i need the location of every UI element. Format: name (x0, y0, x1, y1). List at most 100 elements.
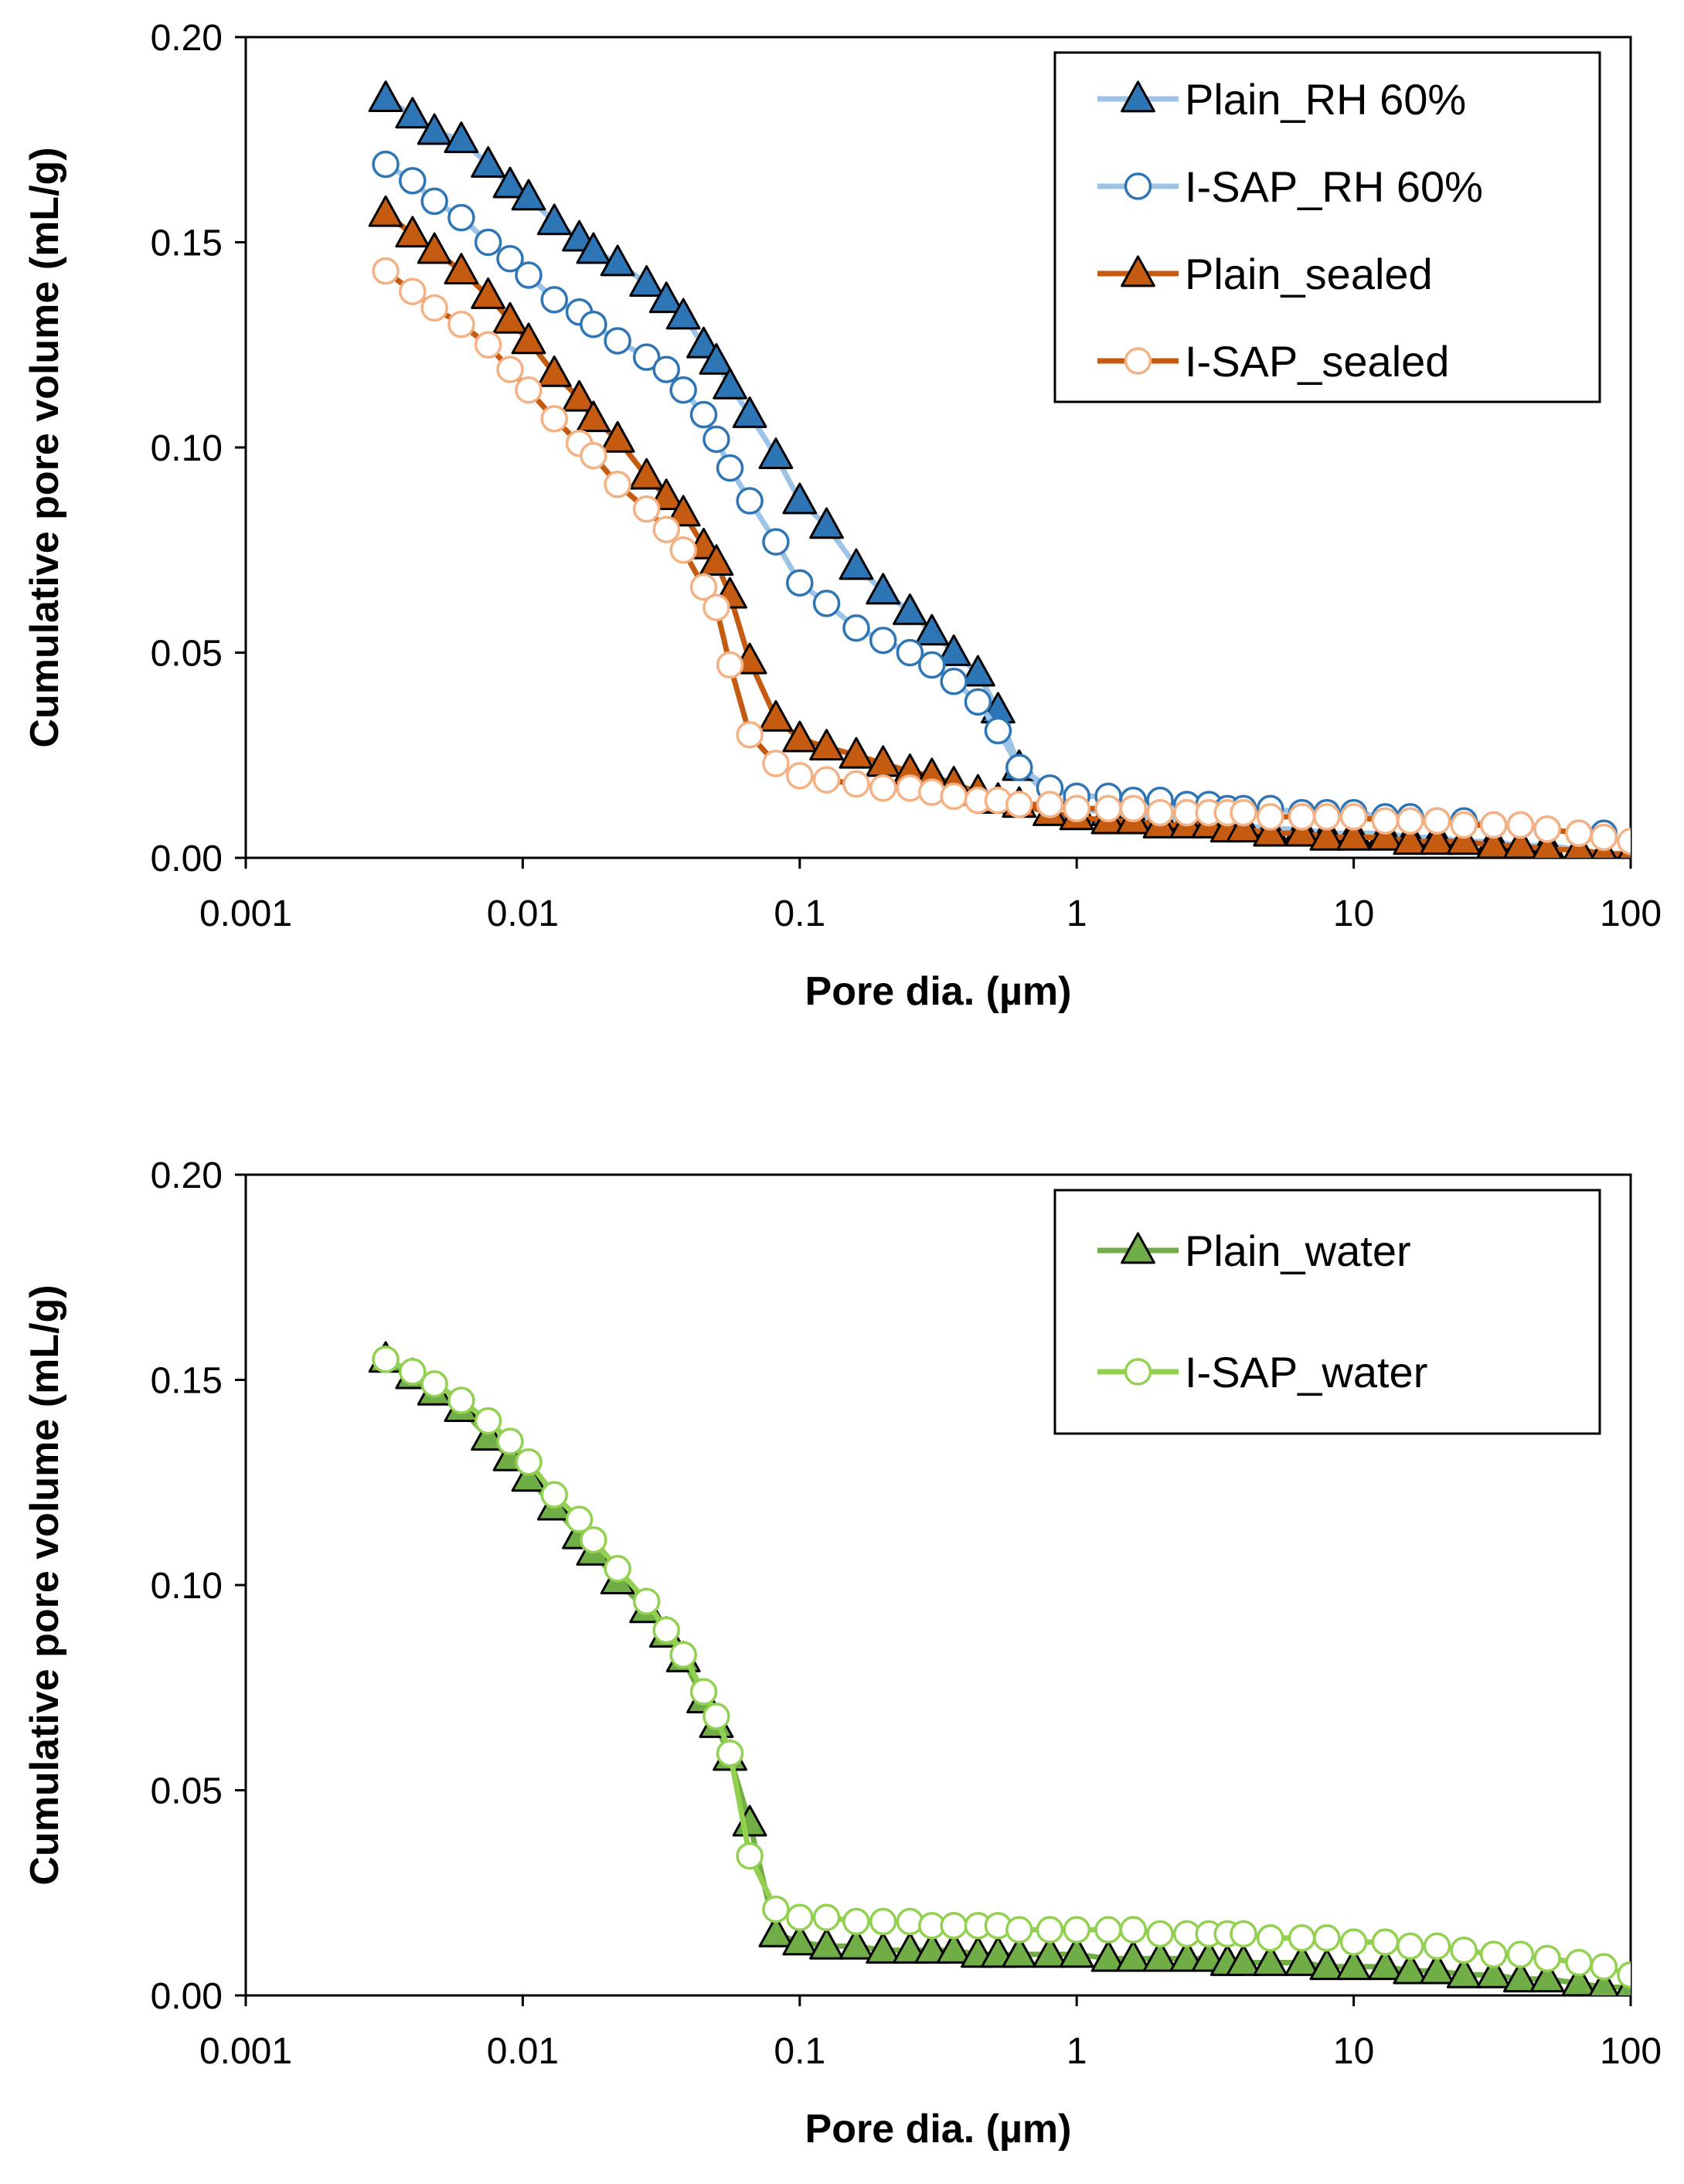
legend-label-plain-water: Plain_water (1185, 1226, 1411, 1275)
x-tick-label: 0.01 (487, 2031, 559, 2072)
data-point (786, 762, 814, 790)
data-point (1005, 791, 1033, 818)
data-point (399, 167, 427, 195)
data-point (399, 1358, 427, 1386)
data-point (732, 396, 767, 428)
data-point (1002, 1936, 1037, 1968)
data-point (447, 1386, 475, 1414)
legend-marker (1121, 1232, 1155, 1264)
data-point (600, 244, 635, 277)
data-point (1393, 1952, 1428, 1985)
data-point (1397, 1932, 1424, 1961)
data-point (1146, 798, 1174, 827)
data-point (1476, 1956, 1512, 1988)
data-point (1230, 1920, 1257, 1948)
data-point (716, 454, 744, 482)
x-tick-label: 0.001 (199, 893, 292, 934)
data-point (1588, 1968, 1619, 1995)
data-point (893, 593, 927, 625)
data-point (1090, 1940, 1126, 1972)
data-point (842, 1907, 870, 1936)
data-point (1617, 828, 1631, 856)
data-point (496, 355, 524, 383)
data-point (536, 355, 572, 387)
data-point (699, 342, 734, 375)
data-point (1094, 1916, 1122, 1944)
y-tick-label: 0.10 (151, 428, 223, 469)
data-point (540, 405, 568, 433)
data-point (1142, 1940, 1178, 1972)
data-point (669, 1641, 697, 1669)
data-point (417, 232, 452, 264)
data-point (1446, 823, 1482, 856)
data-point (686, 326, 721, 359)
data-point (866, 1932, 901, 1964)
data-point (1253, 815, 1288, 847)
data-point (420, 294, 448, 322)
data-point (936, 634, 971, 666)
data-point (420, 1370, 448, 1398)
data-point (918, 651, 946, 679)
data-point (447, 203, 475, 232)
data-point (669, 376, 697, 404)
data-point (896, 638, 924, 667)
data-point (580, 1526, 607, 1554)
legend-marker (1121, 80, 1155, 113)
data-point (1420, 823, 1454, 856)
data-point (940, 1911, 968, 1940)
data-point (1590, 823, 1618, 852)
data-point (1450, 811, 1478, 839)
data-point (716, 651, 744, 679)
data-point (1063, 1916, 1090, 1944)
data-point (604, 1555, 631, 1583)
y-tick-label: 0.00 (151, 1976, 223, 2017)
data-point (940, 667, 968, 696)
data-point (839, 1927, 874, 1960)
data-point (1169, 1940, 1205, 1972)
data-point (1336, 1948, 1371, 1981)
y-axis-title: Cumulative pore volume (mL/g) (22, 147, 67, 747)
legend: Plain_RH 60% I-SAP_RH 60% Plain_sealed I-SA… (1053, 51, 1601, 403)
data-point (1059, 1936, 1094, 1968)
data-point (1256, 803, 1284, 831)
data-point (1033, 1936, 1067, 1968)
data-point (632, 1587, 661, 1615)
data-point (1561, 1965, 1597, 1995)
data-point (652, 515, 680, 543)
data-point (758, 699, 794, 732)
data-point (1565, 1948, 1593, 1977)
data-point (648, 281, 684, 314)
data-point (474, 1407, 502, 1435)
data-point (1533, 1944, 1561, 1972)
data-point (1339, 1928, 1368, 1956)
data-point (474, 331, 502, 359)
x-tick-label: 10 (1333, 893, 1374, 934)
x-tick-label: 0.1 (774, 2031, 825, 2072)
data-point (1146, 1920, 1174, 1948)
chart-top: 0.00 0.05 0.10 0.15 0.20 0.001 0.01 0.1 1 10 100 Po… (22, 18, 1662, 1014)
data-point (809, 507, 844, 539)
data-point (762, 1895, 790, 1924)
data-point (1420, 1952, 1454, 1985)
data-point (417, 113, 452, 145)
data-point (812, 590, 841, 617)
data-point (1253, 1944, 1288, 1976)
data-point (496, 1427, 524, 1455)
data-point (809, 729, 844, 760)
data-point (444, 253, 479, 285)
data-point (665, 495, 701, 527)
data-point (540, 286, 568, 314)
legend-label-i-sap-water: I-SAP_water (1185, 1348, 1427, 1396)
data-point (703, 594, 730, 621)
data-point (782, 482, 818, 515)
data-point (395, 97, 430, 129)
data-point (736, 720, 764, 749)
data-point (492, 166, 528, 199)
y-axis-title: Cumulative pore volume (mL/g) (22, 1284, 67, 1885)
data-point (1288, 1924, 1316, 1952)
legend-marker (1124, 172, 1152, 200)
legend-marker (1121, 255, 1155, 287)
data-point (713, 367, 747, 400)
data-point (1339, 803, 1368, 831)
